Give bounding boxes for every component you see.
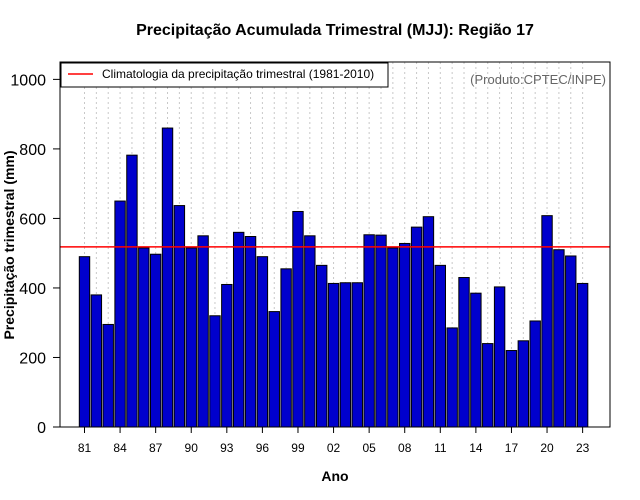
bar-2022 (565, 255, 577, 428)
bar-1981 (78, 256, 91, 428)
bar-1987 (149, 253, 162, 428)
x-axis: 81 84 87 90 93 96 99 02 05 08 11 14 17 20 23 (78, 427, 590, 455)
x-tick-label: 20 (540, 441, 554, 455)
bar-2017 (505, 350, 518, 428)
bar-1999 (292, 210, 304, 428)
bar-1992 (209, 315, 221, 428)
bar-2013 (458, 277, 470, 428)
bar-1982 (90, 294, 103, 428)
x-tick-label: 93 (220, 441, 234, 455)
bar-2012 (446, 327, 458, 428)
x-tick-label: 17 (505, 441, 519, 455)
x-tick-label: 11 (434, 441, 447, 455)
bar-1985 (126, 154, 138, 428)
x-tick-label: 05 (362, 441, 376, 455)
bar-2004 (351, 282, 363, 428)
bar-2019 (529, 320, 541, 428)
bars (78, 127, 589, 428)
grid-lines (84, 62, 584, 427)
bar-2007 (387, 247, 399, 428)
credit-text: (Produto:CPTEC/INPE) (470, 72, 606, 87)
bar-2016 (493, 286, 506, 428)
bar-1995 (244, 236, 257, 428)
legend-label-climatology: Climatologia da precipitação trimestral … (102, 67, 374, 81)
bar-1984 (114, 200, 126, 428)
bar-1998 (280, 268, 292, 428)
bar-2005 (363, 234, 375, 428)
x-axis-label: Ano (321, 468, 348, 484)
bar-1991 (197, 235, 209, 428)
bar-2015 (482, 343, 494, 428)
bar-1989 (173, 205, 186, 428)
x-tick-label: 84 (113, 441, 127, 455)
bar-1986 (138, 247, 150, 428)
x-tick-label: 08 (398, 441, 412, 455)
x-tick-label: 96 (256, 441, 270, 455)
x-tick-label: 14 (469, 441, 483, 455)
y-axis: 0 200 400 600 800 1000 (10, 72, 60, 437)
bar-2014 (470, 292, 482, 428)
bar-1994 (232, 231, 245, 428)
bar-2003 (339, 282, 352, 428)
bar-1996 (256, 256, 269, 428)
y-tick-label: 0 (37, 420, 46, 437)
x-tick-label: 87 (149, 441, 163, 455)
bar-1993 (221, 283, 233, 428)
plot-frame (59, 61, 611, 428)
legend: Climatologia da precipitação trimestral … (60, 62, 389, 88)
y-tick-label: 800 (19, 142, 46, 159)
x-tick-label: 99 (291, 441, 305, 455)
bar-1997 (268, 311, 280, 428)
chart-title: Precipitação Acumulada Trimestral (MJJ):… (136, 22, 534, 39)
legend-box (60, 62, 389, 88)
y-tick-label: 600 (19, 211, 46, 228)
bar-2008 (399, 242, 411, 428)
bar-2001 (316, 264, 328, 428)
bar-1988 (161, 127, 174, 428)
bar-2009 (410, 226, 423, 428)
bar-2023 (576, 282, 589, 428)
y-axis-label: Precipitação trimestral (mm) (1, 150, 17, 339)
bar-2018 (517, 340, 530, 428)
bar-2021 (553, 249, 565, 428)
bar-2006 (375, 234, 387, 428)
x-tick-label: 23 (576, 441, 590, 455)
y-tick-label: 400 (19, 281, 46, 298)
x-tick-label: 81 (78, 441, 92, 455)
bar-2010 (422, 216, 435, 428)
y-tick-label: 1000 (10, 72, 46, 89)
x-tick-label: 90 (185, 441, 199, 455)
bar-2002 (327, 282, 340, 428)
y-tick-label: 200 (19, 350, 46, 367)
bar-2000 (304, 235, 316, 428)
x-tick-label: 02 (327, 441, 341, 455)
bar-1990 (185, 247, 197, 428)
bar-2011 (434, 264, 447, 428)
bar-1983 (102, 323, 114, 428)
